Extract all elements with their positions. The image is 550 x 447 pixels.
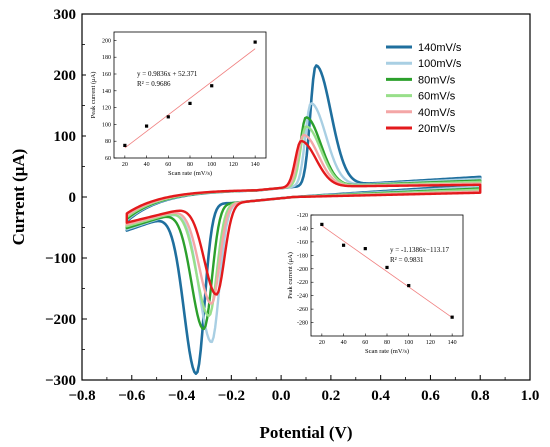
inset-r-squared: R² = 0.9831: [390, 256, 424, 264]
cv-curve-20mvs: [125, 139, 482, 296]
inset-x-tick-label: 120: [229, 162, 238, 168]
inset-fit-equation: y = -1.1386x−113.17: [390, 246, 449, 254]
legend-label: 140mV/s: [418, 42, 462, 54]
inset-data-point: [320, 222, 324, 227]
inset-r-squared: R² = 0.9686: [137, 80, 171, 88]
inset-x-tick-label: 140: [251, 162, 260, 168]
y-tick-label: −200: [45, 312, 76, 328]
inset-y-axis-title: Peak current (μA): [90, 72, 97, 119]
inset-y-tick-label: 80: [105, 139, 111, 145]
inset-y-tick-label: 200: [102, 38, 111, 44]
x-tick-label: −0.4: [168, 388, 196, 404]
inset-y-tick-label: -280: [297, 321, 308, 327]
y-tick-label: −100: [45, 251, 76, 267]
inset-x-tick-label: 40: [341, 340, 347, 346]
inset-x-tick-label: 120: [426, 340, 435, 346]
y-tick-labels: −300 −200 −100 0 100 200 300: [45, 7, 76, 389]
x-tick-label: −0.6: [118, 388, 146, 404]
x-tick-labels: −0.8 −0.6 −0.4 −0.2 0.0 0.2 0.4 0.6 0.8 1.0: [68, 388, 539, 404]
legend-label: 80mV/s: [418, 74, 456, 86]
inset-y-tick-label: 100: [102, 122, 111, 128]
inset-x-tick-label: 60: [165, 162, 171, 168]
inset-data-point: [341, 243, 346, 247]
x-tick-label: 0.0: [272, 388, 291, 404]
inset-data-point: [363, 247, 367, 251]
inset-y-tick-label: 120: [102, 106, 111, 112]
inset-data-point: [385, 265, 389, 270]
inset-y-tick-label: -220: [297, 280, 308, 286]
x-tick-label: 0.8: [471, 388, 490, 404]
inset-y-tick-label: -260: [297, 307, 308, 313]
y-tick-label: 100: [54, 129, 77, 145]
x-tick-label: −0.8: [68, 388, 95, 404]
y-tick-label: 200: [54, 68, 77, 84]
inset-y-tick-label: -140: [297, 226, 308, 232]
inset-y-tick-label: -180: [297, 253, 308, 259]
inset-cathodic-plot: 20 40 60 80 100 120 140 -120 -140 -160 -180 -200 -22…: [283, 209, 471, 360]
inset-x-tick-label: 140: [448, 340, 457, 346]
legend-label: 20mV/s: [418, 123, 456, 135]
inset-fit-line: [124, 48, 256, 149]
inset-data-point: [144, 124, 149, 128]
inset-x-axis-title: Scan rate (mV/s): [168, 170, 212, 177]
inset-y-tick-label: -240: [297, 294, 308, 300]
inset-x-tick-label: 40: [144, 162, 150, 168]
inset-data-point: [450, 315, 454, 319]
inset-x-tick-label: 80: [187, 162, 193, 168]
inset-y-tick-label: 160: [102, 72, 111, 78]
x-tick-label: −0.2: [218, 388, 245, 404]
cv-curves: [125, 64, 482, 375]
y-axis-title: Current (μA): [9, 149, 28, 246]
inset-y-tick-label: 140: [102, 89, 111, 95]
inset-data-point: [166, 115, 170, 119]
inset-x-tick-label: 20: [319, 340, 325, 346]
inset-x-tick-label: 60: [362, 340, 368, 346]
legend-label: 40mV/s: [418, 107, 456, 119]
inset-fit-line: [321, 225, 453, 318]
inset-data-point: [407, 283, 411, 288]
x-tick-label: 0.4: [371, 388, 390, 404]
inset-x-tick-label: 100: [404, 340, 413, 346]
y-tick-label: 0: [69, 190, 77, 206]
inset-x-tick-label: 80: [384, 340, 390, 346]
inset-data-point: [253, 40, 257, 44]
x-tick-label: 1.0: [521, 388, 540, 404]
inset-y-axis-title: Peak current (μA): [287, 252, 294, 299]
y-tick-label: 300: [54, 7, 77, 23]
x-axis-title: Potential (V): [259, 423, 352, 442]
inset-y-tick-label: 60: [105, 156, 111, 162]
inset-data-point: [188, 101, 192, 105]
inset-y-tick-label: 180: [102, 55, 111, 61]
inset-data-point: [123, 143, 127, 147]
inset-y-tick-label: -160: [297, 240, 308, 246]
inset-data-point: [210, 84, 214, 88]
inset-x-axis-title: Scan rate (mV/s): [365, 348, 409, 355]
inset-y-tick-label: -200: [297, 267, 308, 273]
inset-x-tick-label: 100: [207, 162, 216, 168]
main-plot-frame: [81, 13, 531, 381]
legend-label: 60mV/s: [418, 91, 456, 103]
inset-fit-equation: y = 0.9836x + 52.371: [137, 70, 198, 78]
y-tick-label: −300: [45, 373, 76, 389]
inset-x-tick-label: 20: [122, 162, 128, 168]
inset-background: [283, 209, 471, 360]
inset-y-tick-label: -120: [297, 213, 308, 219]
x-tick-label: 0.2: [322, 388, 341, 404]
legend-label: 100mV/s: [418, 58, 462, 70]
legend: 140mV/s 100mV/s 80mV/s 60mV/s 40mV/s 20mV/s: [386, 42, 462, 135]
inset-anodic-plot: 20 40 60 80 100 120 140 60 80 100 120 140 160 180 200 S…: [86, 26, 274, 182]
x-tick-label: 0.6: [421, 388, 440, 404]
inset-background: [86, 26, 274, 182]
